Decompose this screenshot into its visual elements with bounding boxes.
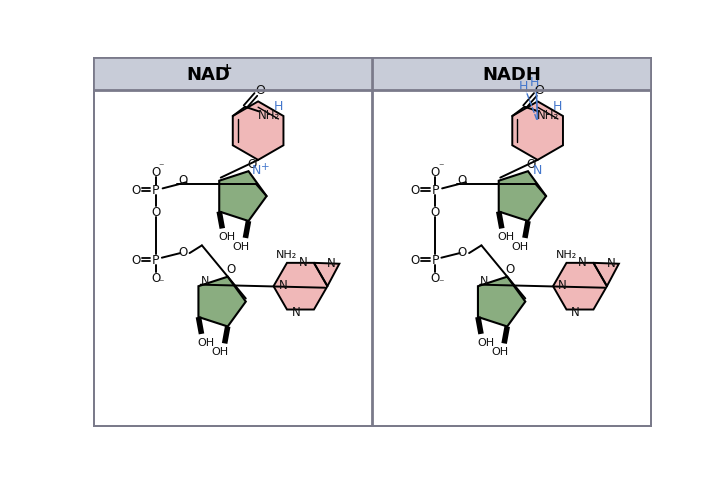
Text: O: O bbox=[255, 84, 265, 96]
Text: N: N bbox=[278, 278, 287, 291]
Text: O: O bbox=[431, 205, 440, 218]
Text: ⁻: ⁻ bbox=[158, 278, 164, 288]
Text: N: N bbox=[200, 276, 209, 286]
Polygon shape bbox=[274, 264, 339, 310]
Polygon shape bbox=[499, 172, 546, 222]
Text: ⁻: ⁻ bbox=[438, 162, 444, 172]
Text: O: O bbox=[227, 263, 235, 276]
Text: ⁻: ⁻ bbox=[438, 278, 444, 288]
Text: NH₂: NH₂ bbox=[556, 249, 577, 259]
Text: NH₂: NH₂ bbox=[277, 249, 298, 259]
Text: O: O bbox=[131, 184, 140, 197]
Text: O: O bbox=[178, 173, 187, 186]
Text: O: O bbox=[247, 157, 256, 170]
Text: P: P bbox=[431, 253, 439, 266]
Text: O: O bbox=[151, 166, 160, 179]
Text: O: O bbox=[131, 253, 140, 266]
Text: NADH: NADH bbox=[482, 66, 541, 84]
Text: H: H bbox=[519, 80, 529, 93]
Text: NH₂: NH₂ bbox=[258, 109, 280, 122]
Text: OH: OH bbox=[477, 337, 494, 347]
Text: N: N bbox=[480, 276, 489, 286]
Text: +: + bbox=[261, 162, 269, 172]
Text: OH: OH bbox=[232, 241, 249, 251]
Text: O: O bbox=[431, 272, 440, 285]
Text: O: O bbox=[457, 245, 467, 259]
Text: N: N bbox=[292, 305, 301, 318]
Text: N: N bbox=[607, 256, 616, 269]
Text: +: + bbox=[221, 62, 232, 75]
Text: P: P bbox=[152, 184, 160, 197]
Text: N: N bbox=[571, 305, 580, 318]
Text: N: N bbox=[579, 255, 587, 268]
Text: ⁻: ⁻ bbox=[158, 162, 164, 172]
Text: O: O bbox=[178, 245, 187, 259]
Text: O: O bbox=[151, 205, 160, 218]
Polygon shape bbox=[553, 264, 619, 310]
Bar bbox=[373, 59, 650, 91]
Text: H: H bbox=[553, 100, 562, 113]
Polygon shape bbox=[198, 277, 246, 327]
Text: OH: OH bbox=[211, 347, 229, 356]
Text: O: O bbox=[506, 263, 515, 276]
Polygon shape bbox=[233, 102, 283, 161]
Text: P: P bbox=[152, 253, 160, 266]
Text: OH: OH bbox=[512, 241, 529, 251]
Polygon shape bbox=[478, 277, 526, 327]
Text: H: H bbox=[274, 100, 282, 113]
Text: O: O bbox=[411, 184, 420, 197]
Text: OH: OH bbox=[491, 347, 508, 356]
Bar bbox=[94, 59, 371, 91]
Text: O: O bbox=[457, 173, 467, 186]
Text: H: H bbox=[530, 76, 539, 89]
Text: O: O bbox=[151, 272, 160, 285]
Text: P: P bbox=[431, 184, 439, 197]
Polygon shape bbox=[219, 172, 266, 222]
Text: N: N bbox=[327, 256, 336, 269]
Text: N: N bbox=[299, 255, 308, 268]
Text: O: O bbox=[431, 166, 440, 179]
Text: N: N bbox=[252, 164, 261, 177]
Text: OH: OH bbox=[197, 337, 215, 347]
Text: O: O bbox=[526, 157, 536, 170]
Text: NAD: NAD bbox=[186, 66, 230, 84]
Text: N: N bbox=[533, 164, 542, 177]
Text: NH₂: NH₂ bbox=[537, 109, 560, 122]
Polygon shape bbox=[513, 102, 563, 161]
Text: OH: OH bbox=[219, 232, 235, 241]
Text: O: O bbox=[534, 84, 544, 96]
Text: N: N bbox=[558, 278, 566, 291]
Text: O: O bbox=[411, 253, 420, 266]
Text: OH: OH bbox=[498, 232, 515, 241]
